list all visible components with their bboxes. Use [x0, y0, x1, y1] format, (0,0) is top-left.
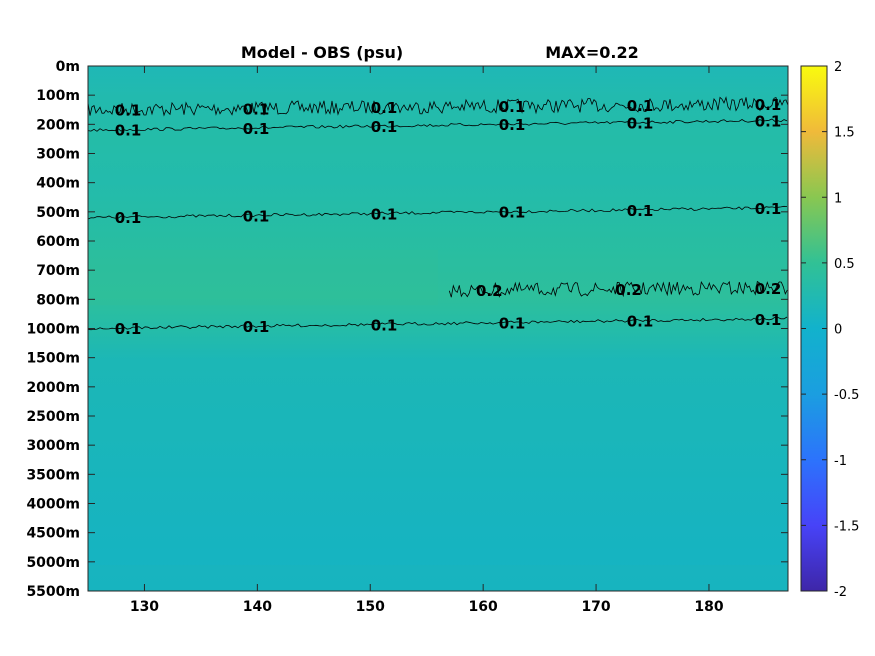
y-tick-label: 2000m — [26, 380, 80, 396]
contour-label: 0.1 — [499, 116, 526, 134]
contour-line-0.1 — [88, 96, 788, 117]
colorbar-tick-label: -1.5 — [834, 519, 859, 534]
chart-title: Model - OBS (psu) — [241, 43, 403, 62]
y-tick-label: 1000m — [26, 322, 80, 338]
y-tick-label: 100m — [36, 88, 80, 104]
x-tick-label: 140 — [243, 599, 272, 615]
heatmap-upper-patch — [88, 250, 438, 305]
y-tick-label: 300m — [36, 147, 80, 163]
contour-line-0.1 — [88, 118, 788, 132]
contour-label: 0.2 — [755, 280, 782, 298]
x-tick-label: 160 — [469, 599, 498, 615]
y-tick-label: 5500m — [26, 584, 80, 600]
contour-label: 0.1 — [371, 316, 398, 334]
y-tick-label: 2500m — [26, 409, 80, 425]
contour-label: 0.1 — [243, 318, 270, 336]
y-tick-label: 800m — [36, 292, 80, 308]
contour-label: 0.1 — [755, 96, 782, 114]
y-tick-label: 3500m — [26, 467, 80, 483]
colorbar-tick-label: 1.5 — [834, 126, 855, 141]
contour-label: 0.1 — [499, 98, 526, 116]
colorbar-tick-label: 0 — [834, 323, 842, 338]
y-tick-label: 3000m — [26, 438, 80, 454]
contour-lines — [88, 96, 788, 331]
x-tick-label: 180 — [694, 599, 723, 615]
contour-label: 0.1 — [115, 209, 142, 227]
contour-label: 0.1 — [627, 202, 654, 220]
y-tick-label: 400m — [36, 176, 80, 192]
contour-line-0.2 — [448, 280, 788, 298]
y-tick-label: 1500m — [26, 351, 80, 367]
y-tick-label: 500m — [36, 205, 80, 221]
contour-label: 0.1 — [243, 207, 270, 225]
y-tick-label: 5000m — [26, 555, 80, 571]
max-annotation: MAX=0.22 — [545, 43, 639, 62]
contour-line-0.1 — [88, 205, 788, 220]
colorbar-tick-label: -2 — [834, 585, 847, 600]
contour-label: 0.1 — [243, 120, 270, 138]
contour-label: 0.2 — [615, 281, 642, 299]
colorbar-tick-label: 1 — [834, 191, 842, 206]
contour-label: 0.1 — [627, 97, 654, 115]
y-tick-label: 4000m — [26, 497, 80, 513]
contour-label: 0.1 — [115, 101, 142, 119]
colorbar-tick-label: -1 — [834, 454, 847, 469]
x-axis: 130 140 150 160 170 180 — [130, 66, 724, 615]
contour-label: 0.1 — [371, 99, 398, 117]
contour-label: 0.2 — [476, 282, 503, 300]
contour-label: 0.1 — [499, 204, 526, 222]
contour-label: 0.1 — [755, 113, 782, 131]
contour-label: 0.1 — [499, 314, 526, 332]
contour-label: 0.1 — [115, 320, 142, 338]
contour-labels: 0.1 0.1 0.1 0.1 0.1 0.10.1 0.1 0.1 0.1 0.1 0.10.1 0… — [115, 96, 782, 338]
contour-line-0.1 — [88, 316, 788, 331]
x-tick-label: 150 — [356, 599, 385, 615]
colorbar-tick-label: 0.5 — [834, 257, 855, 272]
contour-label: 0.1 — [371, 118, 398, 136]
y-tick-label: 4500m — [26, 526, 80, 542]
y-tick-label: 200m — [36, 117, 80, 133]
contour-label: 0.1 — [371, 205, 398, 223]
x-tick-label: 130 — [130, 599, 159, 615]
y-tick-label: 700m — [36, 263, 80, 279]
colorbar-tick-label: -0.5 — [834, 388, 859, 403]
contour-label: 0.1 — [755, 311, 782, 329]
y-tick-label: 600m — [36, 234, 80, 250]
colorbar-tick-label: 2 — [834, 60, 842, 75]
x-tick-label: 170 — [581, 599, 610, 615]
contour-label: 0.1 — [627, 114, 654, 132]
y-axis: 0m 100m 200m 300m 400m 500m 600m 700m 800m 1000m 1… — [26, 59, 788, 600]
contour-label: 0.1 — [243, 100, 270, 118]
contour-label: 0.1 — [115, 122, 142, 140]
heatmap-deep-band — [88, 565, 788, 591]
heatmap-field — [88, 66, 788, 591]
contour-label: 0.1 — [627, 313, 654, 331]
colorbar-ticks: 2 1.5 1 0.5 0 -0.5 -1 -1.5 -2 — [801, 60, 859, 600]
y-tick-label: 0m — [56, 59, 80, 75]
contour-label: 0.1 — [755, 200, 782, 218]
